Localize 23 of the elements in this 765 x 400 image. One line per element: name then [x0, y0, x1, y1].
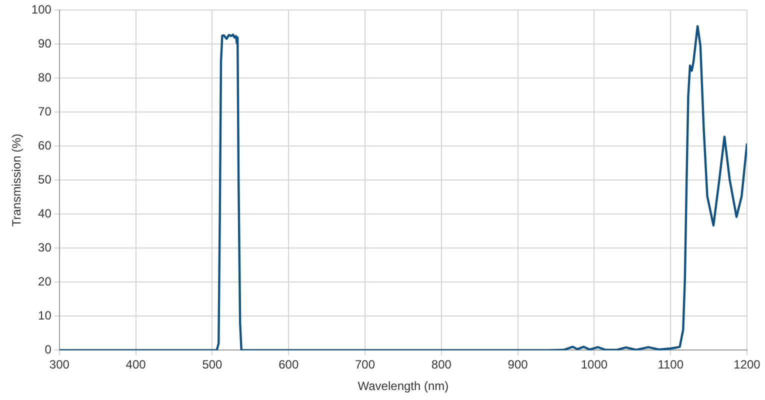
x-tick-label: 800: [431, 358, 452, 372]
y-tick-label: 90: [38, 36, 52, 51]
x-tick-label: 500: [202, 358, 223, 372]
y-tick-label: 80: [38, 70, 52, 85]
y-tick-label: 0: [44, 342, 52, 357]
x-axis-title: Wavelength (nm): [358, 379, 449, 394]
y-tick-label: 50: [38, 172, 52, 187]
y-tick-label: 20: [38, 274, 52, 289]
y-tick-label: 70: [38, 104, 52, 119]
x-tick-label: 400: [126, 358, 146, 372]
y-tick-label: 40: [38, 206, 52, 221]
y-tick-label: 60: [38, 138, 52, 153]
y-tick-label: 100: [31, 2, 52, 17]
x-tick-label: 600: [278, 358, 299, 372]
x-tick-label: 1000: [580, 358, 608, 372]
x-tick-label: 1100: [658, 358, 684, 372]
y-tick-label: 30: [38, 240, 52, 255]
x-tick-label: 900: [508, 358, 528, 372]
y-axis-title: Transmission (%): [10, 134, 24, 227]
x-tick-label: 1200: [734, 358, 761, 372]
x-tick-label: 700: [354, 358, 376, 372]
x-tick-label: 300: [49, 358, 70, 372]
y-tick-label: 10: [38, 308, 52, 323]
